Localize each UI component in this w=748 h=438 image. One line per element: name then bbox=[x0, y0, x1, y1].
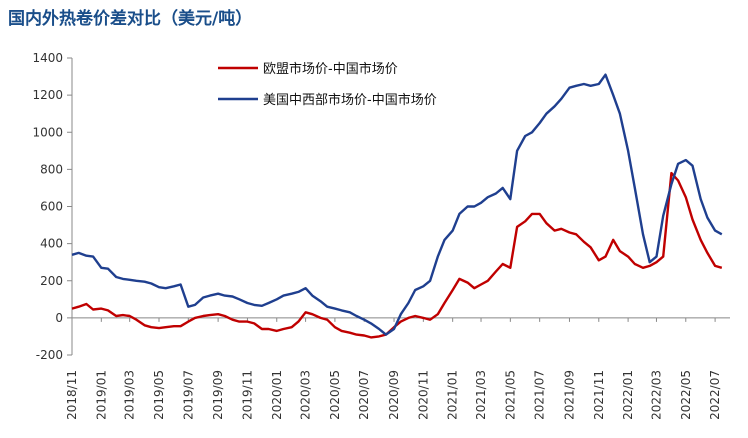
y-tick-label: 600 bbox=[40, 200, 63, 214]
x-tick-label: 2020/05 bbox=[328, 370, 342, 420]
x-tick-label: 2022/03 bbox=[649, 370, 663, 420]
x-tick-label: 2021/03 bbox=[474, 370, 488, 420]
x-tick-label: 2020/07 bbox=[357, 370, 371, 420]
y-tick-label: 200 bbox=[40, 274, 63, 288]
y-tick-label: 0 bbox=[55, 311, 63, 325]
series-layer bbox=[71, 73, 723, 339]
x-tick-label: 2019/05 bbox=[152, 370, 166, 420]
x-tick-label: 2021/05 bbox=[503, 370, 517, 420]
x-tick-label: 2021/09 bbox=[562, 370, 576, 420]
x-tick-label: 2021/07 bbox=[533, 370, 547, 420]
x-tick-label: 2020/09 bbox=[387, 370, 401, 420]
axes: -200 0 200 400 600 800 1000 1200 1400 2018/11 2019… bbox=[32, 51, 730, 420]
x-tick-label: 2019/03 bbox=[123, 370, 137, 420]
chart-title: 国内外热卷价差对比（美元/吨） bbox=[8, 9, 253, 29]
x-tick-label: 2019/07 bbox=[181, 370, 195, 420]
legend-label-1: 欧盟市场价-中国市场价 bbox=[263, 61, 398, 77]
y-tick-label: 1400 bbox=[32, 51, 63, 65]
x-tick-label: 2021/11 bbox=[592, 370, 606, 420]
x-tick-label: 2019/09 bbox=[211, 370, 225, 420]
x-tick-label: 2018/11 bbox=[65, 370, 79, 420]
y-tick-label: -200 bbox=[36, 348, 63, 362]
series-line-1 bbox=[71, 171, 723, 339]
y-tick-label: 400 bbox=[40, 237, 63, 251]
x-tick-label: 2019/01 bbox=[94, 370, 108, 420]
x-tick-label: 2022/07 bbox=[708, 370, 722, 420]
x-tick-label: 2020/03 bbox=[299, 370, 313, 420]
x-tick-label: 2022/05 bbox=[679, 370, 693, 420]
x-tick-label: 2020/01 bbox=[270, 370, 284, 420]
x-tick-label: 2021/01 bbox=[446, 370, 460, 420]
series-line-2 bbox=[71, 73, 723, 336]
x-tick-label: 2019/11 bbox=[240, 370, 254, 420]
y-tick-label: 1200 bbox=[32, 88, 63, 102]
x-tick-label: 2022/01 bbox=[621, 370, 635, 420]
x-tick-label: 2020/11 bbox=[416, 370, 430, 420]
legend-label-2: 美国中西部市场价-中国市场价 bbox=[263, 92, 437, 108]
y-tick-label: 800 bbox=[40, 162, 63, 176]
y-tick-label: 1000 bbox=[32, 125, 63, 139]
